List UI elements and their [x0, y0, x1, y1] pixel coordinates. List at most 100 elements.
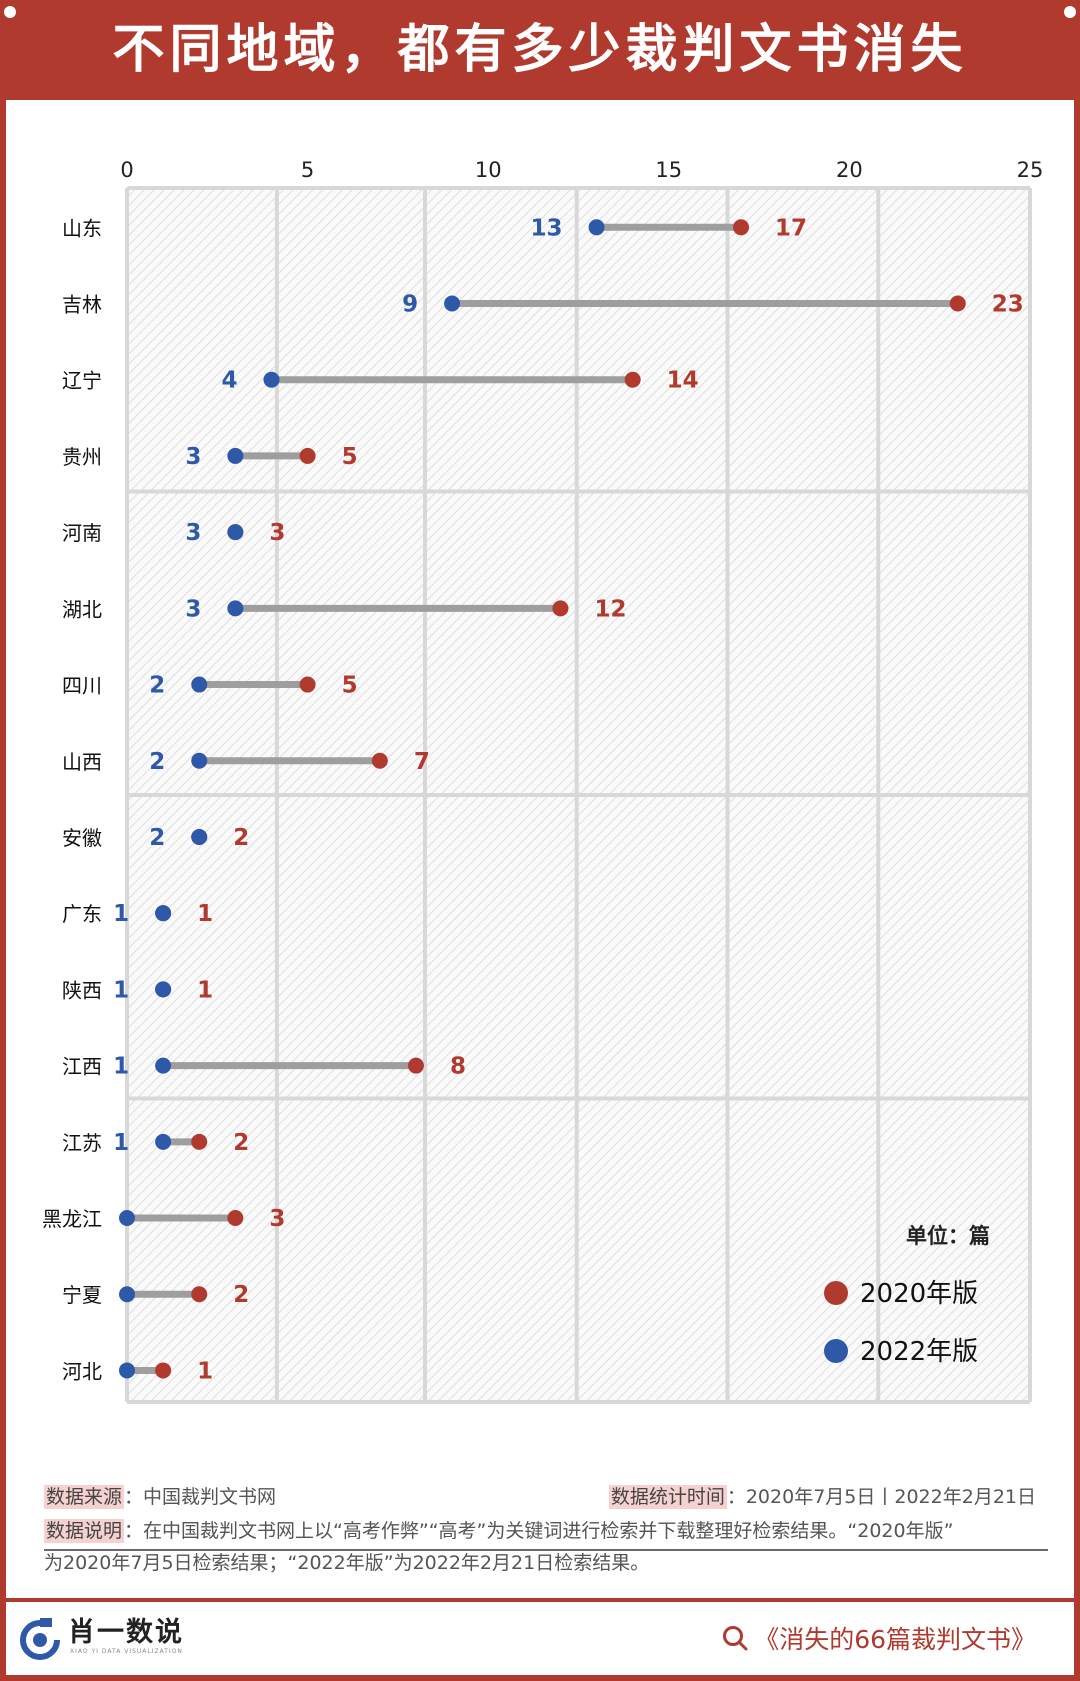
point-2020 — [552, 600, 569, 617]
corner-dot-left — [4, 6, 16, 18]
value-label-2020: 12 — [594, 596, 626, 622]
value-label-2022: 1 — [113, 1130, 129, 1156]
page-title: 不同地域，都有多少裁判文书消失 — [112, 20, 968, 80]
category-label: 湖北 — [62, 597, 102, 621]
value-label-2020: 1 — [197, 977, 213, 1003]
value-label-2020: 8 — [450, 1054, 466, 1080]
category-label: 贵州 — [62, 445, 102, 469]
x-tick-label: 5 — [301, 158, 314, 182]
point-2020 — [407, 1057, 424, 1074]
data-note-line1: ：在中国裁判文书网上以“高考作弊”“高考”为关键词进行检索并下载整理好检索结果。… — [124, 1520, 954, 1542]
value-label-2022: 3 — [185, 596, 201, 622]
value-label-2022: 3 — [185, 520, 201, 546]
value-label-2020: 1 — [197, 901, 213, 927]
unit-label: 单位：篇 — [906, 1224, 990, 1248]
value-label-2020: 23 — [992, 292, 1024, 318]
category-label: 广东 — [62, 902, 102, 926]
search-icon — [723, 1626, 748, 1651]
category-label: 河南 — [62, 521, 102, 545]
category-label: 安徽 — [62, 826, 102, 850]
divider-line — [44, 1549, 1048, 1551]
chart-panel: 0 5 10 15 20 25 山东 17 13 吉林 23 9 辽宁 14 4 贵州 5 3 河南 3 3 湖北 12 3 四… — [6, 100, 1074, 1598]
brand-logo-icon — [20, 1618, 60, 1660]
point-2022 — [263, 371, 280, 388]
category-label: 江西 — [62, 1055, 102, 1079]
value-label-2020: 17 — [775, 215, 807, 241]
data-time: 数据统计时间 ：2020年7月5日丨2022年2月21日 — [608, 1482, 1036, 1509]
value-label-2022: 9 — [402, 292, 418, 318]
corner-dot-right — [1064, 6, 1076, 18]
category-label: 吉林 — [62, 293, 102, 317]
footer: 肖一数说 XIAO YI DATA VISUALIZATION 《消失的66篇裁… — [6, 1602, 1074, 1675]
footer-divider — [6, 1598, 1074, 1602]
category-label: 山西 — [62, 750, 102, 774]
category-label: 山东 — [62, 216, 102, 240]
x-tick-label: 10 — [475, 158, 502, 182]
point-2022 — [444, 295, 461, 312]
data-source-label: 数据来源 — [44, 1485, 125, 1509]
point-2022 — [119, 1210, 135, 1227]
category-label: 辽宁 — [62, 369, 102, 393]
point-2022 — [227, 524, 244, 541]
point-2022 — [588, 219, 605, 236]
header-bar: 不同地域，都有多少裁判文书消失 — [0, 0, 1080, 100]
value-label-2022: 1 — [113, 1054, 129, 1080]
legend-label-2022: 2022年版 — [860, 1337, 978, 1367]
point-2022 — [155, 905, 172, 922]
value-label-2020: 2 — [233, 1282, 249, 1308]
x-tick-label: 20 — [836, 158, 863, 182]
category-label: 四川 — [62, 674, 102, 698]
point-2020 — [624, 371, 641, 388]
point-2022 — [191, 828, 208, 845]
value-label-2022: 2 — [149, 825, 165, 851]
data-time-value: ：2020年7月5日丨2022年2月21日 — [726, 1486, 1036, 1508]
x-tick-label: 15 — [655, 158, 682, 182]
point-2022 — [155, 1133, 172, 1150]
value-label-2020: 14 — [667, 368, 699, 394]
legend-label-2020: 2020年版 — [860, 1279, 978, 1309]
value-label-2020: 3 — [269, 1206, 285, 1232]
data-source: 数据来源 ：中国裁判文书网 — [44, 1482, 276, 1509]
data-note-2: 为2020年7月5日检索结果；“2022年版”为2022年2月21日检索结果。 — [44, 1548, 649, 1575]
point-2020 — [733, 219, 750, 236]
point-2020 — [191, 1286, 208, 1303]
legend-marker-2022 — [824, 1339, 848, 1363]
category-label: 宁夏 — [62, 1283, 102, 1307]
point-2020 — [191, 1133, 208, 1150]
point-2020 — [155, 1362, 172, 1379]
category-label: 陕西 — [62, 978, 102, 1002]
value-label-2022: 2 — [149, 673, 165, 699]
point-2022 — [119, 1362, 135, 1379]
value-label-2022: 13 — [531, 215, 563, 241]
value-label-2020: 1 — [197, 1358, 213, 1384]
point-2022 — [155, 981, 172, 998]
data-note-label: 数据说明 — [44, 1519, 125, 1543]
point-2022 — [119, 1286, 135, 1303]
value-label-2022: 1 — [113, 901, 129, 927]
x-tick-label: 0 — [120, 158, 133, 182]
value-label-2020: 3 — [269, 520, 285, 546]
point-2020 — [949, 295, 966, 312]
data-time-label: 数据统计时间 — [608, 1485, 727, 1509]
value-label-2020: 2 — [233, 1130, 249, 1156]
value-label-2022: 1 — [113, 977, 129, 1003]
data-note-line2: 为2020年7月5日检索结果；“2022年版”为2022年2月21日检索结果。 — [44, 1552, 650, 1574]
value-label-2020: 5 — [342, 673, 358, 699]
value-label-2020: 7 — [414, 749, 430, 775]
point-2022 — [191, 676, 208, 693]
brand-name: 肖一数说 — [68, 1617, 184, 1648]
data-source-value: ：中国裁判文书网 — [124, 1486, 277, 1508]
search-text: 《消失的66篇裁判文书》 — [754, 1625, 1036, 1654]
data-note: 数据说明 ：在中国裁判文书网上以“高考作弊”“高考”为关键词进行检索并下载整理好检… — [44, 1516, 953, 1543]
brand-subtitle: XIAO YI DATA VISUALIZATION — [70, 1648, 183, 1655]
value-label-2022: 3 — [185, 444, 201, 470]
value-label-2022: 4 — [221, 368, 237, 394]
point-2020 — [371, 752, 388, 769]
legend-marker-2020 — [824, 1281, 848, 1305]
x-tick-label: 25 — [1017, 158, 1044, 182]
search-link[interactable]: 《消失的66篇裁判文书》 — [722, 1618, 1036, 1658]
point-2022 — [227, 447, 244, 464]
value-label-2020: 2 — [233, 825, 249, 851]
point-2022 — [155, 1057, 172, 1074]
